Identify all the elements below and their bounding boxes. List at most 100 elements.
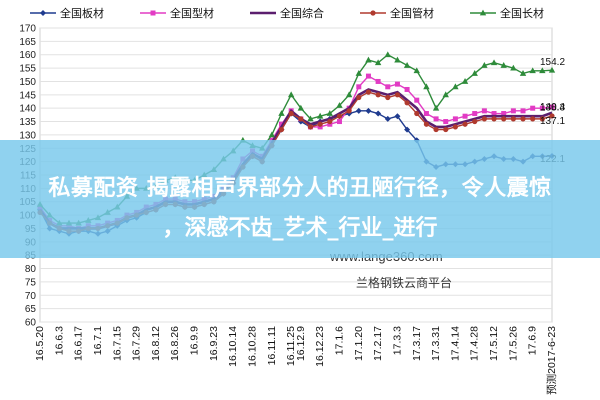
data-label: 137.1 bbox=[540, 116, 565, 127]
y-tick-label: 75 bbox=[25, 277, 37, 288]
series-point bbox=[510, 64, 517, 71]
x-tick-label: 16.7.1 bbox=[92, 326, 104, 355]
series-point bbox=[394, 56, 401, 63]
y-tick-label: 150 bbox=[19, 77, 36, 88]
overlay-banner bbox=[0, 140, 600, 258]
series-point bbox=[327, 121, 333, 127]
data-label: 138.3 bbox=[540, 103, 565, 114]
y-tick-label: 70 bbox=[25, 291, 37, 302]
series-point bbox=[385, 94, 391, 101]
series-point bbox=[461, 78, 469, 84]
series-point bbox=[288, 110, 294, 117]
series-point bbox=[479, 9, 487, 16]
series-point bbox=[423, 111, 429, 117]
x-tick-label: 16.8.26 bbox=[169, 326, 181, 361]
series-point bbox=[404, 86, 410, 92]
series-point bbox=[374, 59, 382, 66]
series-point bbox=[327, 118, 333, 125]
series-point bbox=[355, 107, 362, 114]
series-point bbox=[279, 121, 285, 127]
series-point bbox=[423, 83, 430, 90]
x-tick-label: 16.9.23 bbox=[208, 326, 220, 361]
x-tick-label: 16.9.9 bbox=[189, 326, 201, 355]
series-point bbox=[336, 119, 342, 125]
brand-watermark: 兰格钢铁云商平台 bbox=[356, 276, 453, 290]
x-tick-label: 16.5.20 bbox=[34, 326, 46, 361]
x-tick-label: 17.1.20 bbox=[353, 326, 365, 361]
series-point bbox=[491, 116, 497, 122]
series-point bbox=[501, 116, 507, 122]
y-tick-label: 80 bbox=[25, 264, 37, 275]
series-point bbox=[481, 62, 488, 68]
series-point bbox=[384, 51, 391, 58]
series-point bbox=[356, 94, 362, 101]
x-tick-label: 16.11.11 bbox=[266, 326, 278, 365]
x-tick-label: 17.5.12 bbox=[488, 326, 500, 361]
y-tick-label: 160 bbox=[19, 50, 36, 61]
y-tick-label: 140 bbox=[19, 104, 36, 115]
series-point bbox=[462, 121, 468, 127]
series-point bbox=[394, 113, 401, 120]
series-point bbox=[375, 92, 381, 98]
series-point bbox=[549, 104, 555, 110]
x-tick-label: 17.4.28 bbox=[469, 326, 481, 361]
series-point bbox=[356, 84, 362, 90]
x-tick-label: 16.12.9 bbox=[295, 326, 307, 361]
y-tick-label: 170 bbox=[19, 24, 36, 35]
series-point bbox=[287, 91, 295, 98]
series-point bbox=[317, 121, 323, 127]
legend-label: 全国型材 bbox=[170, 6, 214, 20]
y-tick-label: 65 bbox=[25, 304, 37, 315]
series-point bbox=[268, 131, 276, 138]
series-point bbox=[500, 62, 507, 68]
series-point bbox=[297, 104, 305, 111]
x-tick-label: 16.8.12 bbox=[150, 326, 162, 361]
x-tick-label: 17.3.3 bbox=[391, 326, 403, 355]
series-point bbox=[336, 113, 343, 119]
series-point bbox=[539, 105, 545, 111]
legend-label: 全国综合 bbox=[280, 6, 324, 20]
data-label: 154.2 bbox=[540, 57, 565, 68]
series-point bbox=[150, 10, 156, 16]
series-point bbox=[394, 92, 401, 98]
series-point bbox=[433, 116, 439, 122]
series-point bbox=[278, 110, 285, 116]
series-point bbox=[365, 89, 372, 95]
series-point bbox=[414, 110, 420, 117]
series-point bbox=[472, 118, 478, 125]
y-tick-label: 135 bbox=[19, 117, 36, 128]
overlay-subline: ，深感不齿_艺术_行业_进行 bbox=[162, 216, 438, 241]
series-point bbox=[481, 108, 487, 114]
series-point bbox=[345, 91, 353, 98]
series-point bbox=[462, 113, 468, 119]
x-tick-label: 17.5.26 bbox=[507, 326, 519, 361]
y-tick-label: 60 bbox=[25, 318, 37, 329]
series-point bbox=[471, 70, 478, 76]
x-tick-label: 16.6.3 bbox=[53, 326, 65, 355]
series-point bbox=[539, 116, 545, 122]
series-point bbox=[317, 124, 323, 130]
series-point bbox=[40, 10, 46, 16]
data-label: 140.4 bbox=[540, 102, 565, 113]
series-point bbox=[443, 126, 449, 133]
series-point bbox=[384, 115, 391, 122]
series-point bbox=[385, 84, 391, 90]
x-tick-label: 16.7.15 bbox=[111, 326, 123, 361]
x-tick-label: 16.12.23 bbox=[314, 326, 326, 367]
series-point bbox=[375, 78, 381, 84]
series-point bbox=[375, 110, 382, 117]
x-tick-label: 16.10.14 bbox=[227, 326, 239, 367]
series-point bbox=[413, 67, 420, 74]
series-point bbox=[370, 10, 376, 16]
series-point bbox=[346, 108, 352, 114]
series-point bbox=[365, 56, 372, 63]
y-tick-label: 165 bbox=[19, 37, 36, 48]
series-point bbox=[365, 107, 372, 114]
series-point bbox=[432, 104, 440, 111]
overlay-headline: 私募配资 揭露相声界部分人的丑陋行径，令人震惊 bbox=[48, 176, 552, 201]
x-tick-label: 17.1.6 bbox=[333, 326, 345, 355]
series-point bbox=[307, 124, 314, 130]
series-point bbox=[510, 108, 516, 114]
x-tick-label: 17.4.14 bbox=[449, 326, 461, 361]
series-point bbox=[442, 91, 449, 98]
